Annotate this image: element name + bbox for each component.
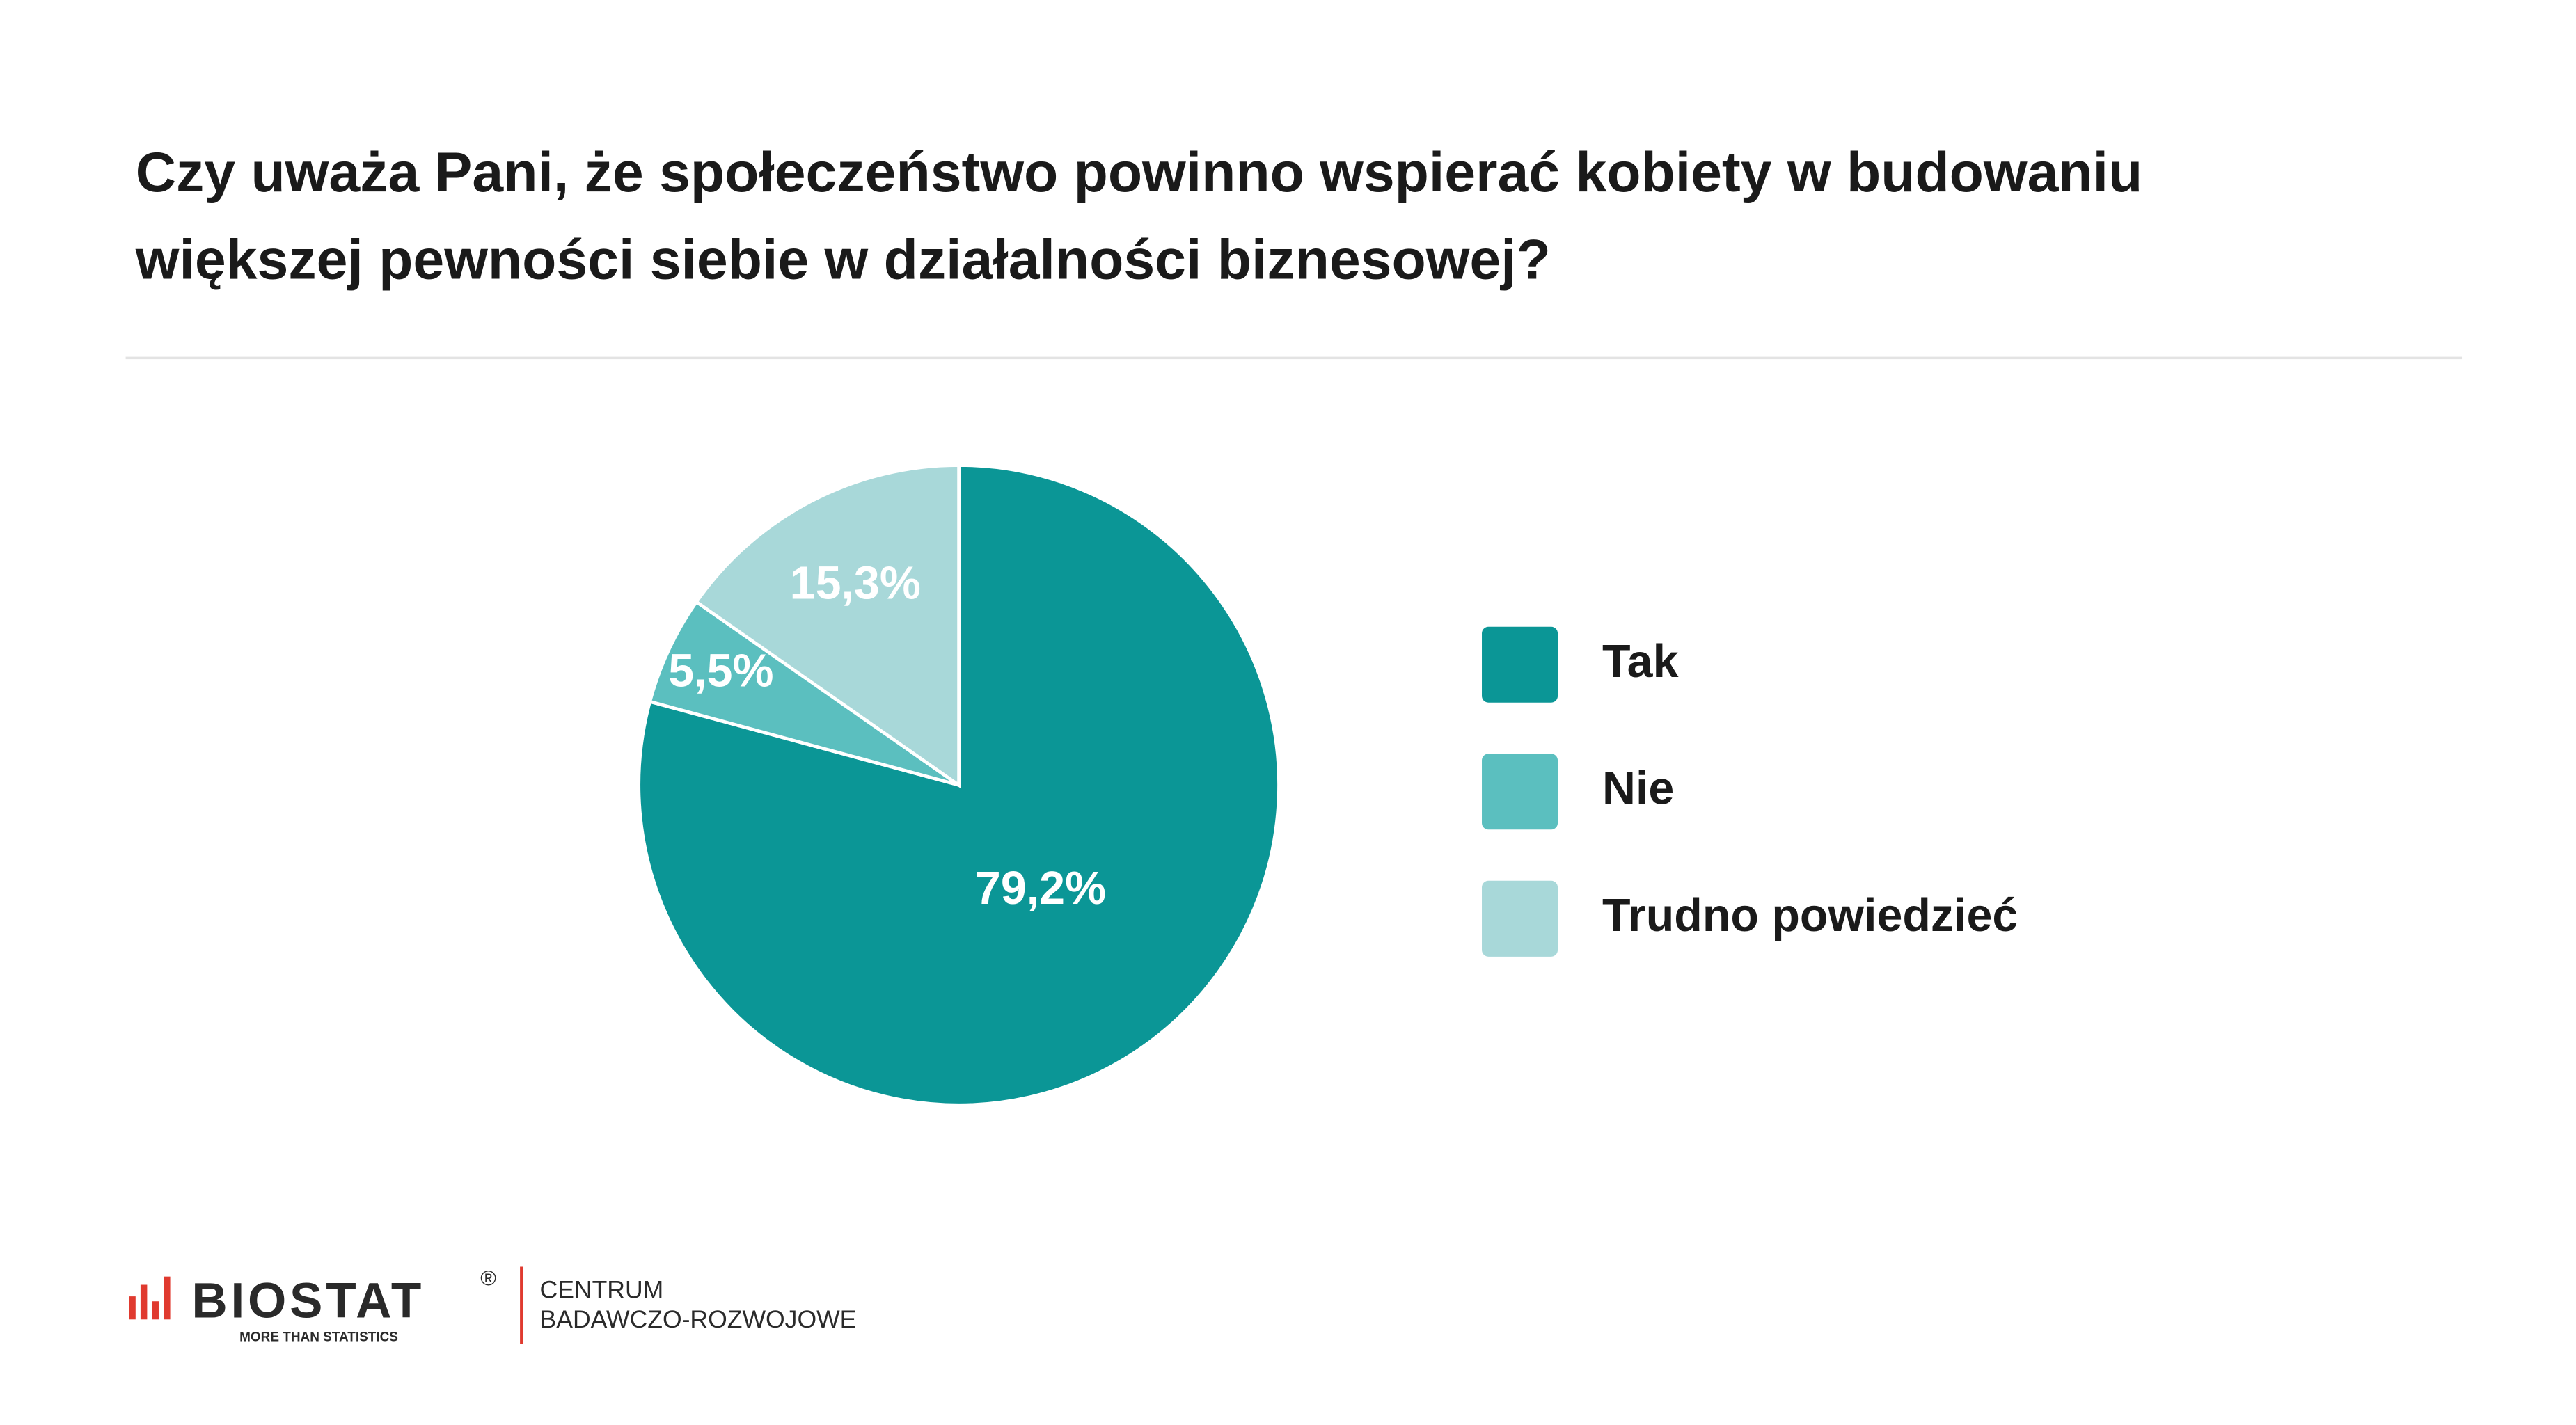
- chart-title: większej pewności siebie w działalności …: [135, 229, 1551, 292]
- data-label: 5,5%: [668, 645, 773, 696]
- legend-label: Trudno powiedzieć: [1602, 890, 2018, 941]
- pie-slice: [694, 463, 961, 788]
- pie-slice: [637, 463, 1281, 1107]
- logo-registered: ®: [480, 1266, 496, 1291]
- logo-bar: [164, 1276, 171, 1320]
- legend-swatch: [1482, 626, 1558, 703]
- data-label: 15,3%: [790, 557, 921, 609]
- chart-title: Czy uważa Pani, że społeczeństwo powinno…: [136, 141, 2142, 204]
- logo-brand: BIOSTAT: [191, 1274, 425, 1329]
- legend-label: Nie: [1602, 763, 1674, 814]
- pie-slice: [647, 599, 960, 787]
- logo-tagline: MORE THAN STATISTICS: [239, 1330, 398, 1344]
- logo: BIOSTAT ® MORE THAN STATISTICS CENTRUM B…: [129, 1266, 857, 1344]
- legend-swatch: [1482, 754, 1558, 830]
- logo-bar: [152, 1301, 159, 1320]
- logo-bar: [140, 1284, 148, 1320]
- legend-swatch: [1482, 880, 1558, 957]
- logo-unit: BADAWCZO-ROZWOJOWE: [540, 1305, 857, 1333]
- logo-unit: CENTRUM: [540, 1275, 664, 1303]
- data-label: 79,2%: [975, 863, 1106, 914]
- legend-label: Tak: [1602, 636, 1679, 687]
- logo-bar: [129, 1296, 136, 1320]
